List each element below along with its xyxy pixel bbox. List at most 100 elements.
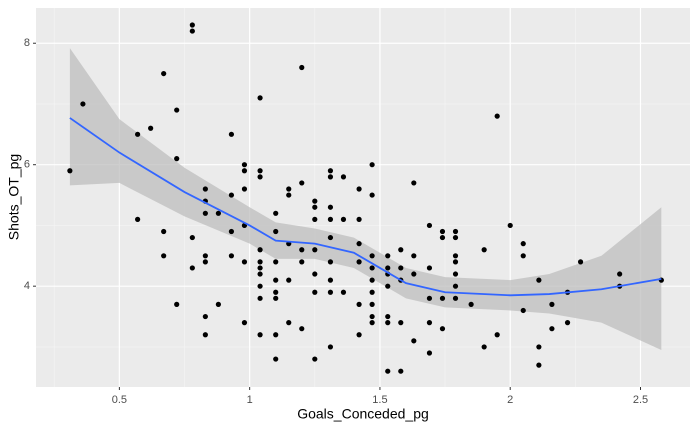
point <box>135 216 141 222</box>
point <box>439 295 446 301</box>
point <box>536 277 542 283</box>
point <box>494 113 500 119</box>
point <box>257 332 263 338</box>
point <box>273 228 279 235</box>
point <box>273 289 279 295</box>
point <box>385 283 391 289</box>
point <box>202 332 208 338</box>
point <box>577 259 584 265</box>
point <box>241 162 248 168</box>
y-tick-label: 4 <box>24 280 30 292</box>
point <box>520 253 526 259</box>
point <box>356 241 362 247</box>
point <box>273 210 279 216</box>
point <box>174 107 180 113</box>
point <box>398 320 404 326</box>
point <box>312 247 318 253</box>
point <box>340 289 347 295</box>
point <box>286 277 292 283</box>
panel <box>36 8 690 387</box>
point <box>241 186 248 192</box>
point <box>369 313 375 320</box>
point <box>273 332 279 338</box>
point <box>189 234 195 241</box>
point <box>340 216 347 222</box>
point <box>327 216 334 222</box>
point <box>273 356 279 362</box>
point <box>80 101 86 107</box>
point <box>426 320 433 326</box>
point <box>257 247 263 253</box>
point <box>468 301 474 307</box>
point <box>452 253 459 259</box>
point <box>174 301 180 307</box>
point <box>549 326 555 332</box>
point <box>299 180 305 186</box>
point <box>369 192 375 198</box>
point <box>411 271 417 277</box>
point <box>257 168 263 174</box>
point <box>398 265 404 271</box>
point <box>507 222 513 229</box>
point <box>241 168 248 174</box>
point <box>452 283 459 289</box>
point <box>426 350 433 356</box>
point <box>257 174 263 180</box>
point <box>385 320 391 326</box>
point <box>356 332 362 338</box>
point <box>228 253 235 259</box>
point <box>327 234 334 241</box>
point <box>257 95 263 101</box>
point <box>161 70 167 77</box>
point <box>189 22 195 28</box>
point <box>452 259 459 265</box>
point <box>161 253 167 259</box>
point <box>189 28 195 34</box>
point <box>174 156 180 162</box>
x-tick-label: 2.5 <box>633 394 648 406</box>
y-tick-label: 8 <box>24 37 30 49</box>
point <box>257 265 263 271</box>
point <box>369 301 375 307</box>
point <box>257 295 263 301</box>
point <box>286 320 292 326</box>
point <box>273 277 279 283</box>
point <box>228 228 235 235</box>
point <box>520 241 526 247</box>
point <box>202 259 208 265</box>
point <box>411 253 417 259</box>
point <box>426 222 433 229</box>
point <box>481 247 487 253</box>
x-tick-label: 1 <box>247 394 253 406</box>
x-axis-title: Goals_Conceded_pg <box>297 406 429 422</box>
point <box>215 210 221 216</box>
point <box>452 271 459 277</box>
x-tick-label: 2 <box>507 394 513 406</box>
point <box>327 168 334 174</box>
point <box>257 259 263 265</box>
point <box>202 186 208 192</box>
point <box>356 259 362 265</box>
point <box>452 228 459 235</box>
point <box>385 265 391 271</box>
point <box>148 125 154 131</box>
x-tick-label: 1.5 <box>372 394 387 406</box>
point <box>135 131 141 137</box>
point <box>439 234 446 241</box>
point <box>536 344 542 350</box>
y-tick-label: 6 <box>24 159 30 171</box>
point <box>356 216 362 222</box>
point <box>452 295 459 301</box>
point <box>299 326 305 332</box>
point <box>439 228 446 235</box>
point <box>241 259 248 265</box>
point <box>327 277 334 283</box>
point <box>369 162 375 168</box>
point <box>202 253 208 259</box>
point <box>327 174 334 180</box>
point <box>327 259 334 265</box>
point <box>299 64 305 71</box>
point <box>385 368 391 374</box>
point <box>228 192 235 198</box>
